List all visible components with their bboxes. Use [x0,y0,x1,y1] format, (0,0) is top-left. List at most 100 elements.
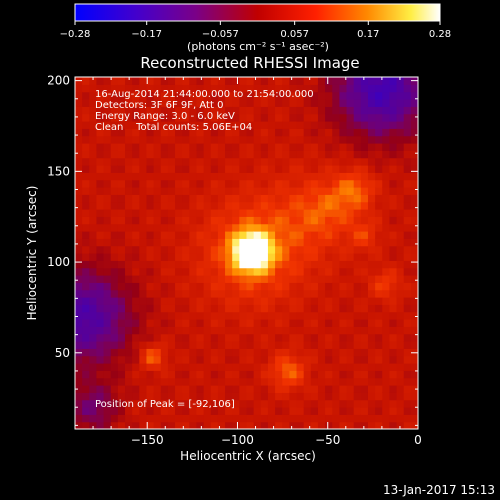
heatmap-cell [303,333,312,342]
heatmap-cell [282,165,290,173]
heatmap-cell [239,106,248,115]
heatmap-cell [139,333,148,342]
heatmap-cell [103,275,112,283]
heatmap-cell [346,99,355,107]
heatmap-cell [160,297,169,305]
heatmap-cell [403,355,412,364]
heatmap-cell [410,135,418,144]
heatmap-cell [146,407,155,415]
heatmap-cell [96,399,105,408]
heatmap-cell [82,238,90,247]
heatmap-cell [117,333,126,342]
heatmap-cell [75,407,83,415]
heatmap-cell [146,179,155,188]
heatmap-cell [267,407,276,415]
heatmap-cell [375,216,383,225]
heatmap-cell [360,311,369,320]
heatmap-cell [346,201,355,210]
heatmap-cell [253,121,262,129]
heatmap-cell [182,319,190,327]
heatmap-cell [346,348,355,357]
heatmap-cell [117,157,126,166]
heatmap-cell [153,128,162,137]
heatmap-cell [332,304,340,313]
heatmap-cell [267,121,276,129]
heatmap-cell [117,99,126,107]
heatmap-cell [103,348,112,357]
heatmap-cell [246,106,255,115]
heatmap-cell [303,172,312,181]
heatmap-cell [375,223,383,232]
heatmap-cell [339,392,348,401]
heatmap-cell [396,311,405,320]
heatmap-cell [303,194,312,203]
heatmap-cell [389,216,398,225]
heatmap-cell [89,91,98,100]
heatmap-cell [167,194,176,203]
y-axis-label: Heliocentric Y (arcsec) [25,186,39,321]
heatmap-cell [232,348,240,357]
heatmap-cell [239,209,248,217]
heatmap-cell [389,341,398,349]
heatmap-cell [360,143,369,151]
heatmap-cell [317,392,326,401]
heatmap-cell [196,399,205,408]
heatmap-cell [260,304,269,313]
heatmap-cell [75,341,83,349]
heatmap-cell [239,399,248,408]
heatmap-cell [339,201,348,210]
heatmap-cell [210,128,219,137]
heatmap-cell [267,275,276,283]
heatmap-cell [196,414,205,423]
heatmap-cell [132,319,140,327]
heatmap-cell [232,267,240,276]
heatmap-cell [132,304,140,313]
heatmap-cell [132,231,140,239]
heatmap-cell [353,143,362,151]
heatmap-cell [160,238,169,247]
heatmap-cell [146,355,155,364]
heatmap-cell [146,333,155,342]
heatmap-cell [225,150,233,159]
heatmap-cell [153,84,162,93]
heatmap-cell [239,216,248,225]
heatmap-cell [403,84,412,93]
heatmap-cell [282,99,290,107]
heatmap-cell [132,187,140,195]
heatmap-cell [367,113,376,122]
heatmap-cell [125,333,133,342]
heatmap-cell [246,253,255,261]
heatmap-cell [282,91,290,100]
heatmap-cell [332,209,340,217]
heatmap-cell [339,209,348,217]
heatmap-cell [246,179,255,188]
heatmap-cell [317,363,326,371]
heatmap-cell [217,121,226,129]
heatmap-cell [232,135,240,144]
heatmap-cell [232,194,240,203]
heatmap-cell [117,194,126,203]
heatmap-cell [332,297,340,305]
heatmap-cell [232,84,240,93]
heatmap-cell [310,399,319,408]
heatmap-cell [203,106,212,115]
heatmap-cell [353,179,362,188]
heatmap-cell [89,216,98,225]
heatmap-cell [317,121,326,129]
heatmap-cell [382,77,391,85]
heatmap-cell [125,150,133,159]
annotation-detectors: Detectors: 3F 6F 9F, Att 0 [95,100,223,111]
heatmap-cell [375,231,383,239]
heatmap-cell [403,407,412,415]
heatmap-cell [153,165,162,173]
heatmap-cell [310,209,319,217]
heatmap-cell [317,355,326,364]
heatmap-cell [96,253,105,261]
heatmap-cell [282,121,290,129]
heatmap-cell [117,187,126,195]
heatmap-cell [139,267,148,276]
heatmap-cell [160,245,169,254]
heatmap-cell [103,363,112,371]
heatmap-cell [210,143,219,151]
heatmap-cell [196,377,205,386]
